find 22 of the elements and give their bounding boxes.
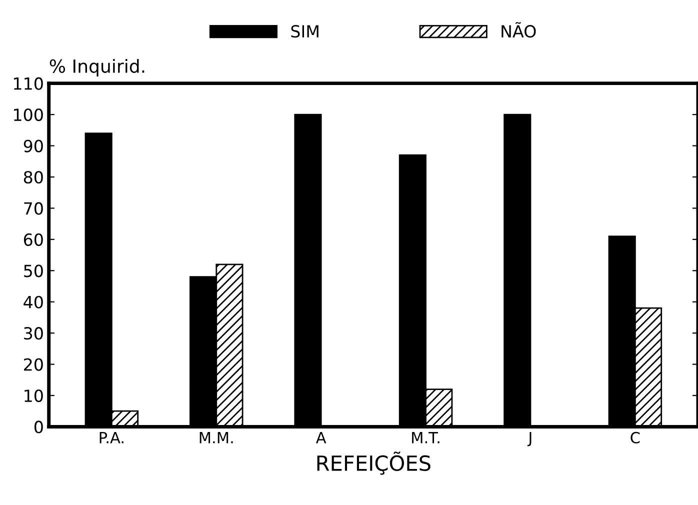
- y-tick-label: 20: [24, 358, 43, 371]
- x-axis-title: REFEIÇÕES: [317, 452, 430, 475]
- y-tick-label: 110: [14, 77, 43, 90]
- y-tick-label: 10: [24, 389, 43, 402]
- y-tick-label: 70: [24, 202, 43, 215]
- legend-label: NÃO: [502, 22, 536, 38]
- y-tick-label: 50: [24, 264, 43, 278]
- y-tick-label: 30: [24, 327, 43, 340]
- x-tick-label: A: [316, 432, 326, 444]
- x-tick-label: J: [527, 432, 532, 446]
- x-tick-label: M.T.: [412, 432, 440, 444]
- y-tick-label: 90: [24, 140, 43, 152]
- y-axis-title: % Inquirid.: [50, 58, 144, 76]
- y-tick-label: 0: [34, 420, 43, 434]
- x-tick-label: P.A.: [100, 432, 124, 444]
- y-tick-label: 100: [14, 108, 43, 122]
- y-tick-label: 40: [24, 296, 43, 308]
- x-tick-label: M.M.: [200, 432, 233, 444]
- legend-label: SIM: [291, 25, 318, 38]
- x-tick-label: C: [630, 432, 640, 444]
- y-tick-label: 60: [24, 233, 43, 246]
- y-tick-label: 80: [24, 170, 43, 184]
